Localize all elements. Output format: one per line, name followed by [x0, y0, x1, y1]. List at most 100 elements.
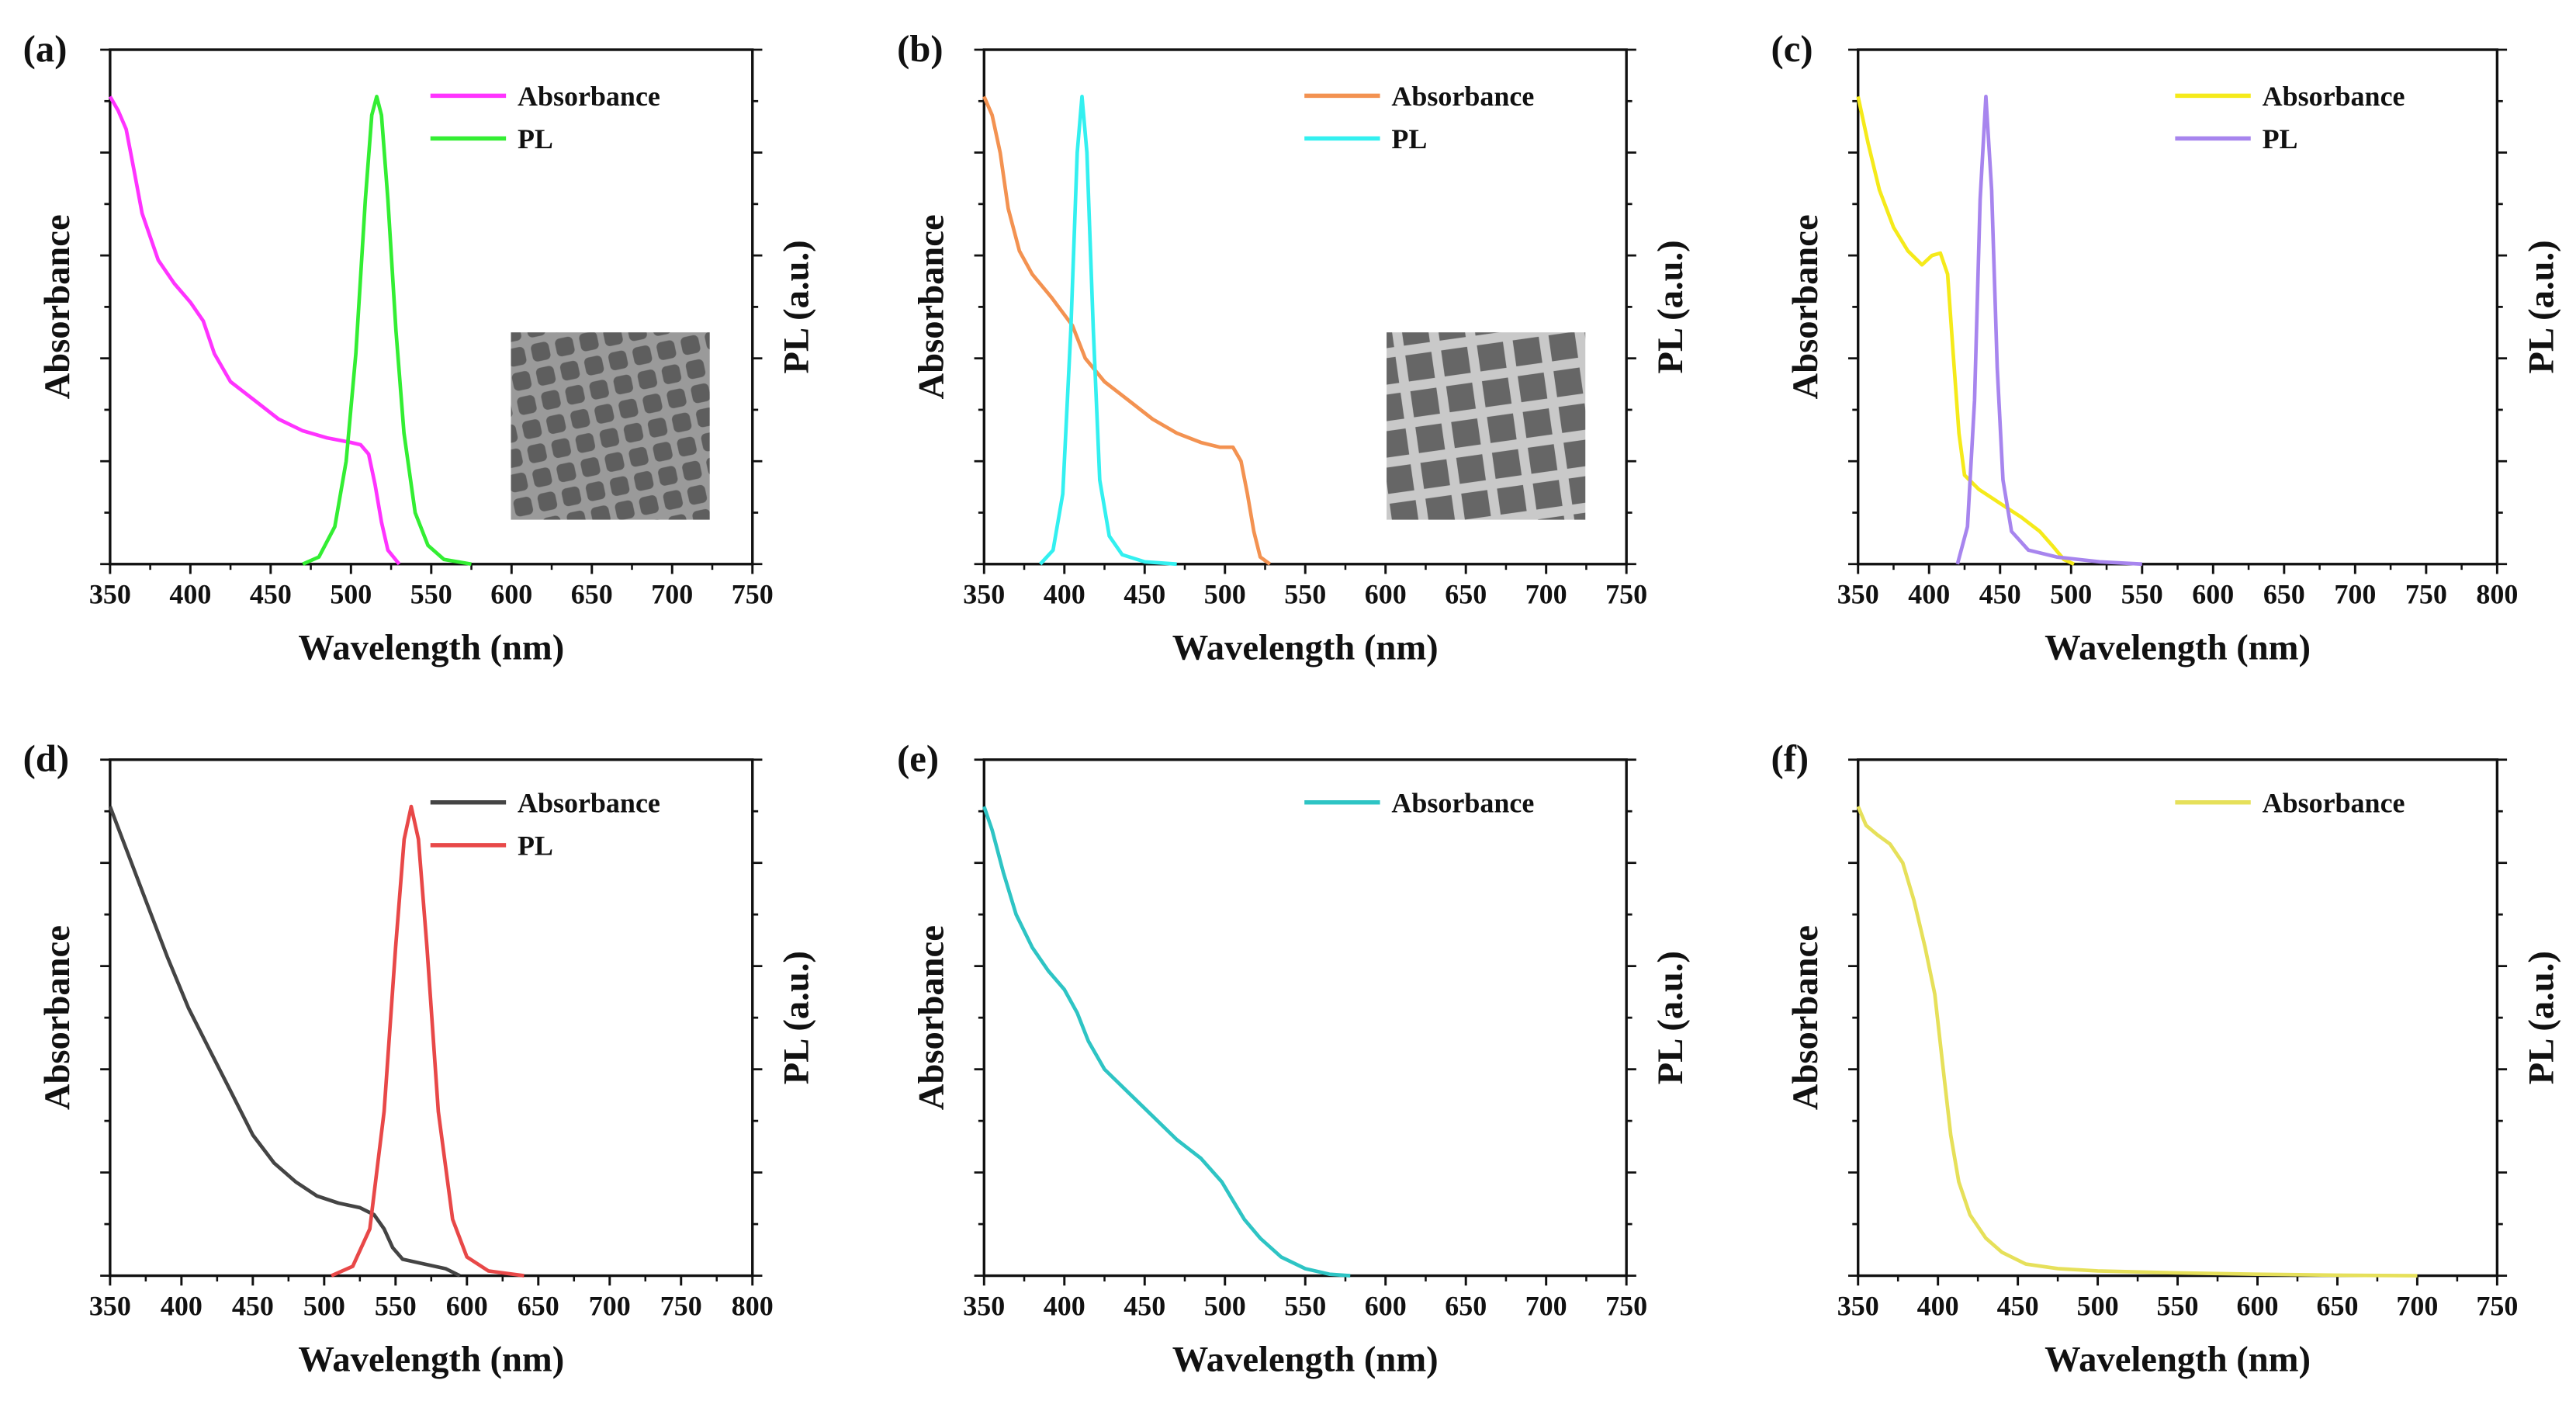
x-tick-label: 750 [732, 579, 774, 610]
chart-panel-b: 350 400 450 500 550 600 650 700 750 Wavelength (n… [897, 28, 1691, 668]
x-axis-title: Wavelength (nm) [1172, 1339, 1439, 1379]
panel-label: (b) [897, 28, 943, 70]
y2-axis-title: PL (a.u.) [2521, 951, 2561, 1084]
y-axis-title: Absorbance [1785, 925, 1826, 1110]
series-line-pl [331, 804, 525, 1278]
x-tick-label: 450 [232, 1290, 274, 1321]
x-tick-label: 550 [2157, 1290, 2199, 1321]
series-line-pl [302, 95, 472, 567]
series-line-absorbance [982, 95, 1272, 566]
x-tick-label: 600 [446, 1290, 488, 1321]
inset-tem-image [1387, 332, 1586, 520]
x-axis-title: Wavelength (nm) [298, 1339, 564, 1379]
x-tick-label: 550 [1284, 579, 1326, 610]
y-axis-title: Absorbance [37, 214, 78, 399]
x-tick-label: 500 [1204, 579, 1246, 610]
panel-label: (d) [23, 738, 70, 780]
x-tick-label: 700 [1525, 579, 1567, 610]
y2-axis-title: PL (a.u.) [1650, 240, 1691, 373]
panel-label: (a) [23, 28, 68, 70]
legend-label: Absorbance [1391, 81, 1534, 112]
x-tick-label: 450 [1124, 579, 1165, 610]
chart-panel-d: 350 400 450 500 550 600 650 700 750 800 Wavelength… [23, 738, 817, 1380]
legend-label: Absorbance [518, 787, 660, 818]
x-tick-label: 650 [571, 579, 613, 610]
series-line-absorbance [982, 806, 1351, 1278]
x-tick-label: 750 [2476, 1290, 2518, 1321]
y2-axis-title: PL (a.u.) [777, 951, 817, 1084]
x-tick-label: 500 [303, 1290, 345, 1321]
legend-label: Absorbance [2263, 81, 2405, 112]
legend-label: Absorbance [518, 81, 660, 112]
x-tick-label: 650 [518, 1290, 559, 1321]
x-tick-label: 400 [1044, 1290, 1085, 1321]
x-tick-label: 500 [2077, 1290, 2119, 1321]
x-tick-label: 650 [2316, 1290, 2358, 1321]
x-tick-label: 400 [1908, 579, 1950, 610]
x-tick-label: 400 [169, 579, 211, 610]
x-tick-label: 350 [1837, 579, 1879, 610]
series-line-absorbance [108, 806, 461, 1278]
x-tick-label: 550 [410, 579, 452, 610]
y-axis-title: Absorbance [37, 925, 78, 1110]
x-tick-label: 650 [1445, 1290, 1487, 1321]
x-tick-label: 650 [1445, 579, 1487, 610]
x-tick-label: 400 [1917, 1290, 1959, 1321]
x-tick-label: 550 [1284, 1290, 1326, 1321]
x-axis-title: Wavelength (nm) [2045, 1339, 2311, 1379]
chart-panel-c: 350 400 450 500 550 600 650 700 750 800 Wavelength… [1771, 28, 2562, 668]
x-tick-label: 600 [2192, 579, 2234, 610]
x-tick-label: 350 [89, 579, 131, 610]
x-tick-label: 750 [1605, 579, 1647, 610]
panel-label: (f) [1771, 738, 1809, 780]
x-tick-label: 700 [589, 1290, 631, 1321]
series-line-absorbance [1856, 806, 2418, 1278]
legend-label: PL [2263, 123, 2298, 154]
chart-panel-a: 350 400 450 500 550 600 650 700 750 Wavelength (n… [23, 28, 817, 668]
x-tick-label: 750 [1605, 1290, 1647, 1321]
panel-label: (c) [1771, 28, 1813, 70]
x-tick-label: 700 [2396, 1290, 2438, 1321]
x-tick-label: 750 [660, 1290, 702, 1321]
x-tick-label: 750 [2405, 579, 2447, 610]
panel-label: (e) [897, 738, 939, 780]
legend-label: Absorbance [1391, 787, 1534, 818]
plot-frame [1857, 758, 2499, 1278]
y-axis-title: Absorbance [911, 925, 951, 1110]
series-line-pl [1955, 95, 2142, 567]
x-tick-label: 700 [2334, 579, 2376, 610]
inset-tem-image [511, 332, 710, 520]
series-line-pl [1038, 95, 1177, 567]
x-tick-label: 450 [1997, 1290, 2039, 1321]
x-tick-label: 500 [330, 579, 372, 610]
x-tick-label: 550 [375, 1290, 417, 1321]
x-tick-label: 700 [651, 579, 693, 610]
x-axis-title: Wavelength (nm) [1172, 628, 1439, 668]
legend-label: PL [518, 831, 553, 862]
legend-label: PL [1391, 123, 1427, 154]
x-tick-label: 550 [2121, 579, 2163, 610]
y-axis-title: Absorbance [911, 214, 951, 399]
x-axis-title: Wavelength (nm) [2045, 628, 2311, 668]
x-axis-title: Wavelength (nm) [298, 628, 564, 668]
x-tick-label: 350 [963, 579, 1005, 610]
y-axis-title: Absorbance [1785, 214, 1826, 399]
x-tick-label: 600 [2237, 1290, 2279, 1321]
x-tick-label: 700 [1525, 1290, 1567, 1321]
y2-axis-title: PL (a.u.) [777, 240, 817, 373]
chart-panel-f: 350 400 450 500 550 600 650 700 750 Wavelength (n… [1771, 738, 2562, 1380]
x-tick-label: 400 [161, 1290, 203, 1321]
x-tick-label: 350 [1837, 1290, 1879, 1321]
legend-label: Absorbance [2263, 787, 2405, 818]
y2-axis-title: PL (a.u.) [2521, 240, 2561, 373]
x-tick-label: 500 [1204, 1290, 1246, 1321]
x-tick-label: 450 [250, 579, 292, 610]
x-tick-label: 450 [1124, 1290, 1165, 1321]
x-tick-label: 500 [2050, 579, 2092, 610]
chart-panel-e: 350 400 450 500 550 600 650 700 750 Wavelength (n… [897, 738, 1691, 1380]
x-tick-label: 650 [2263, 579, 2305, 610]
legend-label: PL [518, 123, 553, 154]
x-tick-label: 350 [963, 1290, 1005, 1321]
x-tick-label: 600 [1365, 579, 1407, 610]
